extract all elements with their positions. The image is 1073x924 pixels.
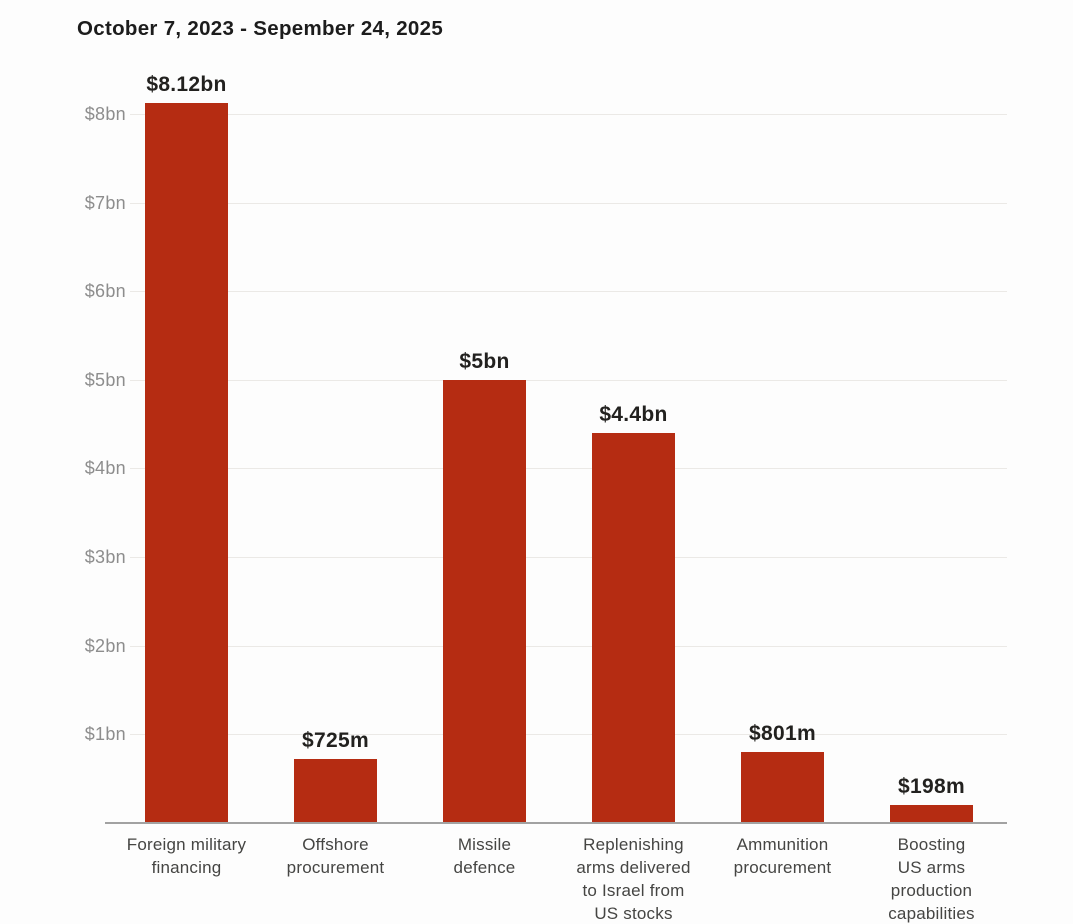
bar-value-label: $198m xyxy=(898,775,965,799)
chart-title: October 7, 2023 - Sepember 24, 2025 xyxy=(77,17,444,40)
gridline xyxy=(130,468,1007,470)
gridline xyxy=(130,645,1007,647)
bar-4 xyxy=(592,433,675,823)
gridline xyxy=(130,202,1007,204)
bar-1 xyxy=(145,103,228,823)
bar-value-label: $4.4bn xyxy=(599,403,668,427)
gridline xyxy=(130,113,1007,115)
bar-value-label: $5bn xyxy=(459,349,510,373)
category-label: Boosting US arms production capabilities xyxy=(888,835,975,923)
y-axis-tick-label: $2bn xyxy=(84,635,126,656)
gridline xyxy=(130,379,1007,381)
category-label: Ammunition procurement xyxy=(733,835,832,877)
category-label: Foreign military financing xyxy=(126,835,247,877)
bar-value-label: $801m xyxy=(749,722,816,745)
gridline xyxy=(130,734,1007,736)
gridline xyxy=(130,291,1007,293)
y-axis-tick-label: $3bn xyxy=(84,547,126,568)
y-axis-tick-label: $8bn xyxy=(84,103,126,124)
bar-value-label: $725m xyxy=(302,728,369,752)
y-axis-tick-label: $4bn xyxy=(84,458,126,479)
category-label: Replenishing arms delivered to Israel fr… xyxy=(576,835,691,923)
bar-6 xyxy=(890,805,973,823)
bar-5 xyxy=(741,752,824,823)
y-axis-tick-label: $6bn xyxy=(84,281,126,302)
category-label: Offshore procurement xyxy=(286,835,385,877)
gridline xyxy=(130,557,1007,559)
bar-2 xyxy=(294,758,377,823)
bar-value-label: $8.12bn xyxy=(146,73,227,97)
y-axis-tick-label: $5bn xyxy=(84,369,126,390)
y-axis-tick-label: $7bn xyxy=(84,192,126,213)
bar-3 xyxy=(443,379,526,823)
category-label: Missile defence xyxy=(453,835,516,877)
y-axis-tick-label: $1bn xyxy=(84,724,126,745)
x-axis-line xyxy=(105,822,1007,824)
